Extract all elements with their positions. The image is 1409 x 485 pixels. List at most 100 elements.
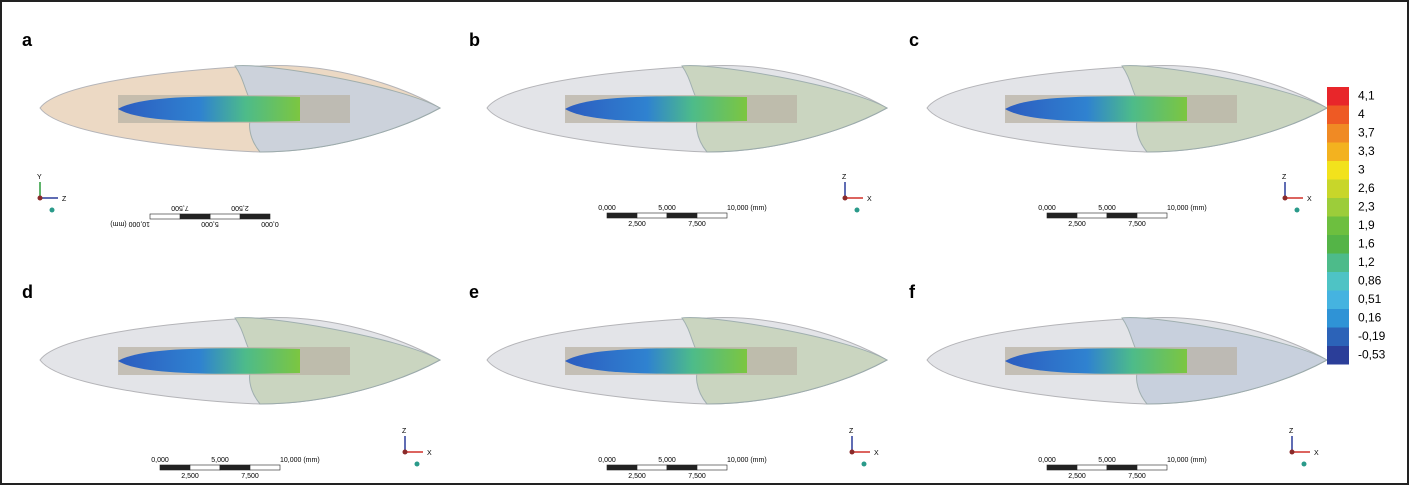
colorbar-patch (1327, 87, 1349, 106)
panel-label: d (22, 282, 33, 302)
panel-label: a (22, 30, 33, 50)
scale-label: 2,500 (1068, 221, 1086, 228)
colorbar-label: 2,3 (1358, 199, 1375, 213)
figure: a 0,000 5,000 10,000 (mm) 2,500 7,500 YZ b 0,000… (0, 0, 1409, 485)
scale-label: 5,000 (658, 205, 676, 212)
scale-segment (1047, 465, 1077, 470)
scale-label: 2,500 (628, 473, 646, 480)
scale-label: 10,000 (mm) (727, 205, 767, 212)
scale-label: 0,000 (1038, 457, 1056, 464)
axis-label: X (867, 196, 872, 203)
panel: c0,0005,00010,000 (mm)2,5007,500ZX (909, 30, 1327, 228)
scale-label: 7,500 (1128, 221, 1146, 228)
colorbar-label: 1,6 (1358, 236, 1375, 250)
scale-segment (1137, 213, 1167, 218)
scale-label: 0,000 (598, 457, 616, 464)
scale-label: 10,000 (mm) (280, 457, 320, 464)
scale-segment (697, 465, 727, 470)
scale-segment (607, 465, 637, 470)
axis-dot (415, 462, 420, 467)
scale-label: 5,000 (658, 457, 676, 464)
axis-dot (1302, 462, 1307, 467)
panel: a 0,000 5,000 10,000 (mm) 2,500 7,500 YZ (22, 30, 440, 227)
axis-label: X (427, 450, 432, 457)
axis-origin (1283, 196, 1288, 201)
colorbar-patch (1327, 106, 1349, 125)
axis-triad: ZX (1282, 174, 1312, 213)
axis-origin (38, 196, 43, 201)
panel-label: e (469, 282, 479, 302)
axis-label: X (1307, 196, 1312, 203)
colorbar-patch (1327, 291, 1349, 310)
scale-label: 0,000 (598, 205, 616, 212)
scale-label: 0,000 (261, 220, 279, 227)
colorbar-label: 0,51 (1358, 292, 1382, 306)
scale-label: 2,500 (181, 473, 199, 480)
scale-segment (667, 213, 697, 218)
panel-label: b (469, 30, 480, 50)
scale-segment (150, 214, 180, 219)
colorbar-label: 3,7 (1358, 125, 1375, 139)
scale-label: 5,000 (1098, 457, 1116, 464)
scale-label: 10,000 (mm) (110, 220, 150, 227)
scale-label: 7,500 (241, 473, 259, 480)
scale-label: 2,500 (628, 221, 646, 228)
scale-label: 2,500 (231, 204, 249, 211)
axis-label: Z (842, 174, 847, 181)
scale-segment (240, 214, 270, 219)
colorbar-patch (1327, 235, 1349, 254)
colorbar-patch (1327, 124, 1349, 143)
colorbar-label: 3,3 (1358, 144, 1375, 158)
axis-label: Z (1282, 174, 1287, 181)
scale-bar: 0,000 5,000 10,000 (mm) 2,500 7,500 (598, 457, 766, 480)
scale-label: 0,000 (151, 457, 169, 464)
scale-label: 5,000 (201, 220, 219, 227)
colorbar-patch (1327, 346, 1349, 365)
scale-segment (210, 214, 240, 219)
colorbar-patch (1327, 143, 1349, 162)
colorbar-patch (1327, 198, 1349, 217)
axis-label: Z (1289, 428, 1294, 435)
colorbar-patch (1327, 161, 1349, 180)
scale-label: 7,500 (171, 204, 189, 211)
axis-dot (50, 208, 55, 213)
scale-segment (697, 213, 727, 218)
colorbar-label: 2,6 (1358, 181, 1375, 195)
axis-label: Z (402, 428, 407, 435)
scale-segment (250, 465, 280, 470)
axis-triad: ZX (1289, 428, 1319, 467)
scale-bar: 0,000 5,000 10,000 (mm) 2,500 7,500 (110, 204, 278, 227)
scale-label: 7,500 (1128, 473, 1146, 480)
axis-triad: ZX (849, 428, 879, 467)
colorbar-label: 3 (1358, 162, 1365, 176)
scale-label: 7,500 (688, 473, 706, 480)
scale-segment (1137, 465, 1167, 470)
scale-segment (190, 465, 220, 470)
colorbar-patch (1327, 309, 1349, 328)
scale-segment (1107, 465, 1137, 470)
scale-segment (160, 465, 190, 470)
colorbar-patch (1327, 180, 1349, 199)
scale-segment (180, 214, 210, 219)
axis-label: X (1314, 450, 1319, 457)
scale-bar: 0,0005,00010,000 (mm)2,5007,500 (1038, 457, 1206, 480)
panel-label: c (909, 30, 919, 50)
colorbar-patch (1327, 217, 1349, 236)
panel: d0,0005,00010,000 (mm)2,5007,500ZX (22, 282, 440, 480)
colorbar-label: 1,2 (1358, 255, 1375, 269)
scale-label: 10,000 (mm) (727, 457, 767, 464)
colorbar-label: 0,86 (1358, 273, 1382, 287)
axis-label: X (874, 450, 879, 457)
scale-segment (1107, 213, 1137, 218)
axis-dot (862, 462, 867, 467)
colorbar-patch (1327, 328, 1349, 347)
colorbar-label: 4 (1358, 107, 1365, 121)
scale-segment (667, 465, 697, 470)
colorbar-label: 4,1 (1358, 88, 1375, 102)
scale-segment (637, 213, 667, 218)
axis-triad: YZ (37, 174, 67, 213)
axis-label: Z (849, 428, 854, 435)
